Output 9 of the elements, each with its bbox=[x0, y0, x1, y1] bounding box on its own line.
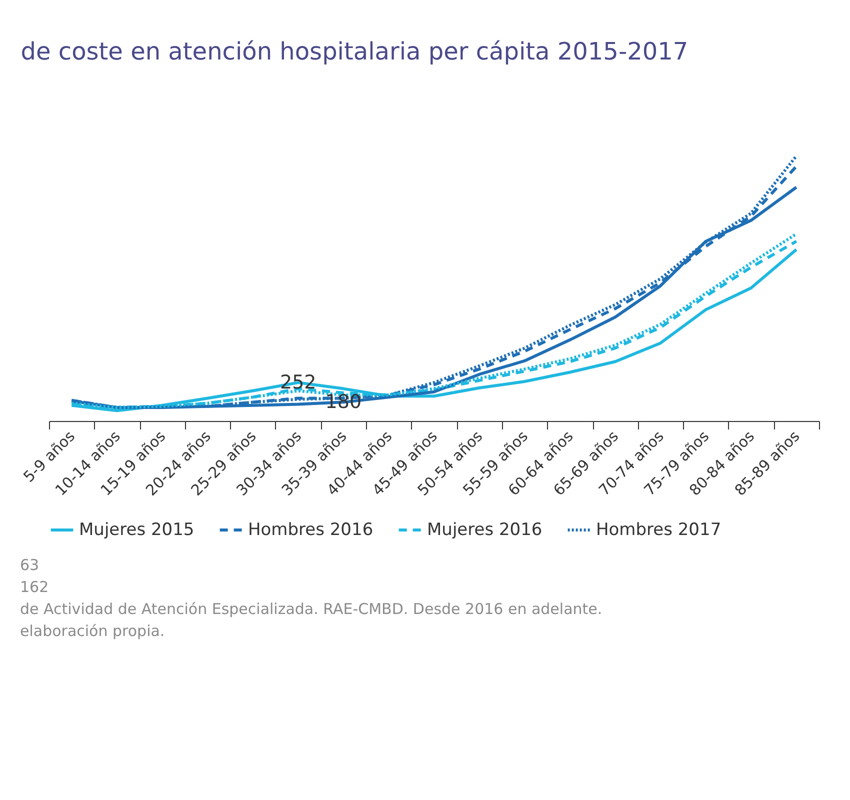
legend-label: Hombres 2017 bbox=[596, 520, 722, 540]
text: 162 bbox=[20, 577, 50, 598]
legend-label: Hombres 2016 bbox=[248, 520, 374, 540]
chart-title: de coste en atención hospitalaria per cápita 2015-2017 bbox=[20, 38, 688, 66]
legend-label: Mujeres 2016 bbox=[427, 520, 542, 540]
text: elaboración propia. bbox=[20, 621, 166, 642]
text: 63 bbox=[20, 555, 40, 576]
text: de Actividad de Atención Especializada. RAE-CMBD. Desde 2016 en adelante. bbox=[20, 599, 604, 620]
legend-label: Mujeres 2015 bbox=[79, 520, 194, 540]
